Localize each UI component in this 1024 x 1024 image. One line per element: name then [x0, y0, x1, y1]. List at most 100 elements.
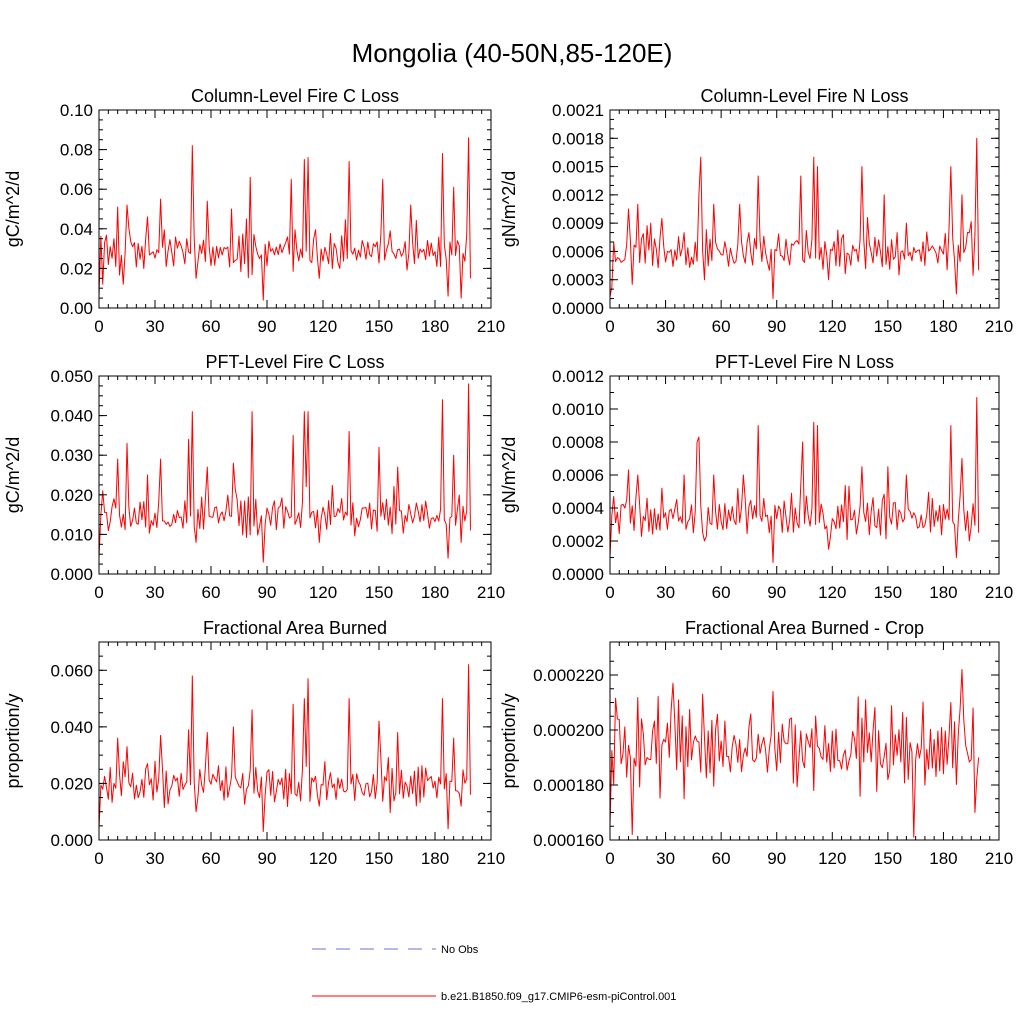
y-tick-label: 0.000 [50, 565, 93, 584]
plot-frame [98, 109, 492, 309]
plot-frame [609, 375, 1000, 575]
x-tick-label: 90 [258, 317, 277, 336]
y-axis-label: proportion/y [499, 693, 519, 788]
y-tick-label: 0.00 [60, 299, 93, 318]
y-tick-label: 0.040 [50, 718, 93, 737]
chart-panel: Fractional Area Burned - Crop 0 30 60 90 120 1… [499, 618, 1013, 868]
x-tick-label: 150 [365, 583, 393, 602]
panels-group: Column-Level Fire C Loss 0 30 60 90 120 150 180… [3, 86, 1013, 868]
y-tick-label: 0.000 [50, 831, 93, 850]
x-tick-label: 30 [656, 317, 675, 336]
y-tick-label: 0.04 [60, 220, 93, 239]
y-tick-label: 0.02 [60, 259, 93, 278]
x-tick-label: 30 [146, 317, 165, 336]
figure-title: Mongolia (40-50N,85-120E) [352, 38, 673, 68]
x-tick-label: 90 [767, 317, 786, 336]
y-tick-label: 0.0021 [552, 101, 604, 120]
legend: No Obs b.e21.B1850.f09_g17.CMIP6-esm-piC… [312, 944, 676, 1003]
x-tick-label: 150 [874, 317, 902, 336]
x-tick-label: 90 [258, 583, 277, 602]
x-tick-label: 210 [985, 583, 1013, 602]
y-tick-label: 0.0004 [552, 499, 604, 518]
y-tick-label: 0.0015 [552, 158, 604, 177]
y-tick-label: 0.000160 [533, 831, 604, 850]
y-tick-label: 0.060 [50, 661, 93, 680]
legend-model-label: b.e21.B1850.f09_g17.CMIP6-esm-piControl.… [441, 991, 676, 1003]
y-tick-label: 0.000180 [533, 776, 604, 795]
x-tick-label: 30 [146, 583, 165, 602]
panel-title: Fractional Area Burned - Crop [685, 618, 924, 638]
x-tick-label: 60 [202, 849, 221, 868]
y-tick-label: 0.050 [50, 367, 93, 386]
x-tick-label: 180 [421, 849, 449, 868]
y-tick-label: 0.0002 [552, 532, 604, 551]
y-tick-label: 0.0012 [552, 367, 604, 386]
series-line [609, 669, 980, 838]
x-tick-label: 60 [712, 849, 731, 868]
panel-title: Column-Level Fire N Loss [700, 86, 908, 106]
x-tick-label: 0 [605, 317, 614, 336]
y-tick-label: 0.0000 [552, 299, 604, 318]
x-tick-label: 60 [202, 317, 221, 336]
x-tick-label: 180 [929, 317, 957, 336]
x-tick-label: 120 [309, 849, 337, 868]
x-tick-label: 120 [818, 583, 846, 602]
chart-panel: PFT-Level Fire C Loss 0 30 60 90 120 150 180 210… [3, 352, 505, 602]
chart-panel: PFT-Level Fire N Loss 0 30 60 90 120 150 180 210… [499, 352, 1013, 602]
panel-title: Column-Level Fire C Loss [191, 86, 399, 106]
x-tick-label: 150 [874, 849, 902, 868]
x-tick-label: 210 [477, 317, 505, 336]
chart-panel: Column-Level Fire C Loss 0 30 60 90 120 150 180… [3, 86, 505, 336]
y-tick-label: 0.040 [50, 407, 93, 426]
y-tick-label: 0.10 [60, 101, 93, 120]
plot-frame [609, 109, 1000, 309]
y-axis-label: gN/m^2/d [499, 171, 519, 247]
y-tick-label: 0.020 [50, 774, 93, 793]
y-tick-label: 0.0009 [552, 214, 604, 233]
y-tick-label: 0.06 [60, 180, 93, 199]
y-tick-label: 0.08 [60, 141, 93, 160]
x-tick-label: 90 [767, 583, 786, 602]
x-tick-label: 0 [605, 583, 614, 602]
x-tick-label: 0 [94, 849, 103, 868]
x-tick-label: 60 [712, 583, 731, 602]
chart-panel: Column-Level Fire N Loss 0 30 60 90 120 150 180… [499, 86, 1013, 336]
x-tick-label: 90 [258, 849, 277, 868]
y-tick-label: 0.030 [50, 446, 93, 465]
x-tick-label: 210 [985, 317, 1013, 336]
x-tick-label: 180 [929, 583, 957, 602]
y-tick-label: 0.020 [50, 486, 93, 505]
y-axis-label: gC/m^2/d [3, 171, 23, 247]
x-tick-label: 120 [309, 317, 337, 336]
series-line [609, 396, 980, 563]
x-tick-label: 150 [365, 317, 393, 336]
x-tick-label: 60 [202, 583, 221, 602]
plot-frame [98, 375, 492, 575]
x-tick-label: 30 [656, 583, 675, 602]
y-axis-label: proportion/y [3, 693, 23, 788]
y-tick-label: 0.0006 [552, 242, 604, 261]
y-tick-label: 0.0012 [552, 186, 604, 205]
chart-panel: Fractional Area Burned 0 30 60 90 120 150 180 21… [3, 618, 505, 868]
plot-frame [98, 641, 492, 841]
panel-title: PFT-Level Fire N Loss [715, 352, 894, 372]
y-tick-label: 0.000220 [533, 666, 604, 685]
y-tick-label: 0.010 [50, 525, 93, 544]
y-tick-label: 0.0006 [552, 466, 604, 485]
y-tick-label: 0.0010 [552, 400, 604, 419]
series-line [609, 137, 980, 300]
x-tick-label: 180 [421, 317, 449, 336]
x-tick-label: 60 [712, 317, 731, 336]
x-tick-label: 210 [477, 583, 505, 602]
x-tick-label: 30 [146, 849, 165, 868]
y-tick-label: 0.0003 [552, 271, 604, 290]
panel-title: Fractional Area Burned [203, 618, 387, 638]
x-tick-label: 90 [767, 849, 786, 868]
y-tick-label: 0.000200 [533, 721, 604, 740]
x-tick-label: 30 [656, 849, 675, 868]
x-tick-label: 0 [605, 849, 614, 868]
x-tick-label: 180 [421, 583, 449, 602]
y-tick-label: 0.0000 [552, 565, 604, 584]
series-line [98, 383, 471, 563]
